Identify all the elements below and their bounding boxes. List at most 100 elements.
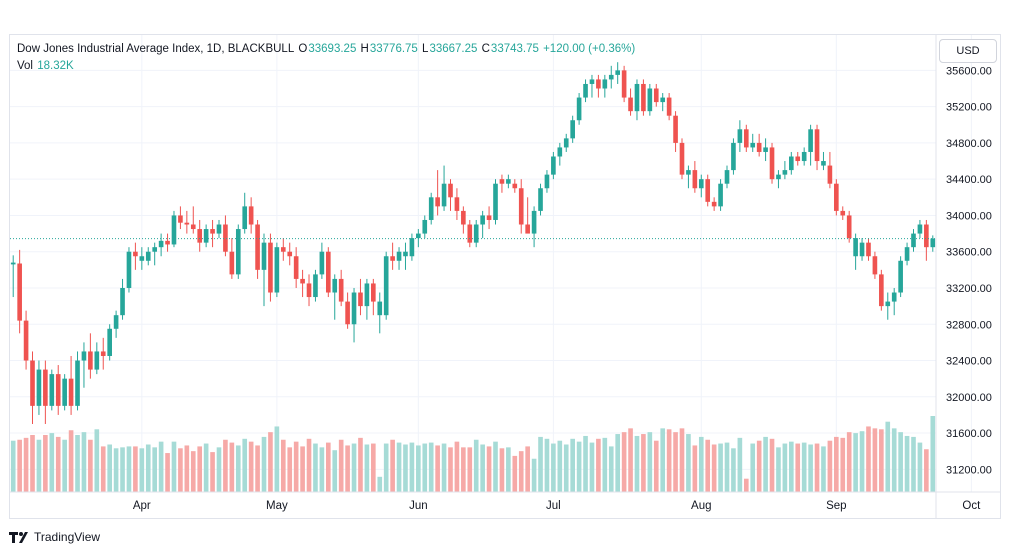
candle-body bbox=[506, 179, 511, 184]
price-axis: 31200.00 31600.00 32000.00 32400.00 32800.00… bbox=[10, 35, 1000, 518]
candle-body bbox=[300, 278, 305, 284]
symbol-title: Dow Jones Industrial Average Index, 1D, … bbox=[17, 43, 295, 55]
price-tick-label: 34800.00 bbox=[946, 138, 992, 150]
volume-bar bbox=[512, 455, 518, 492]
candle-body bbox=[814, 129, 820, 162]
volume-label: Vol bbox=[17, 60, 33, 72]
time-tick-label: Jul bbox=[546, 500, 561, 512]
volume-bar bbox=[525, 446, 530, 492]
candle-body bbox=[653, 88, 659, 103]
candle-body bbox=[538, 188, 543, 211]
time-tick-label: Aug bbox=[691, 500, 711, 512]
candle-body bbox=[647, 88, 653, 112]
time-tick-label: Sep bbox=[826, 500, 846, 512]
candle-body bbox=[223, 224, 228, 252]
volume-bar bbox=[280, 439, 286, 492]
candle-body bbox=[184, 222, 190, 225]
volume-bar bbox=[866, 426, 871, 492]
candle-body bbox=[589, 79, 595, 84]
candle-body bbox=[126, 251, 132, 288]
volume-bar bbox=[821, 446, 826, 492]
candle-body bbox=[859, 242, 865, 257]
brand-footer[interactable]: TradingView bbox=[9, 528, 100, 546]
volume-bar bbox=[499, 448, 505, 492]
volume-bar bbox=[255, 445, 260, 492]
volume-bar bbox=[743, 478, 749, 492]
price-tick-label: 35600.00 bbox=[946, 65, 992, 77]
volume-bar bbox=[570, 438, 575, 492]
candle-body bbox=[846, 215, 852, 239]
candle-body bbox=[499, 179, 505, 184]
candle-body bbox=[698, 179, 704, 189]
candle-body bbox=[666, 97, 672, 116]
candle-body bbox=[930, 238, 936, 248]
candle-body bbox=[345, 301, 350, 325]
candle-body bbox=[840, 210, 846, 216]
candle-body bbox=[827, 165, 833, 184]
volume-bar bbox=[769, 438, 775, 492]
candle-body bbox=[88, 351, 93, 370]
candle-body bbox=[763, 147, 768, 152]
volume-bar bbox=[846, 432, 852, 492]
volume-bar bbox=[782, 443, 788, 492]
open-label: O bbox=[298, 43, 308, 55]
volume-bar bbox=[10, 440, 16, 492]
candle-body bbox=[602, 79, 608, 89]
price-tick-label: 31200.00 bbox=[946, 464, 992, 476]
volume-bar bbox=[210, 452, 215, 492]
candle-body bbox=[10, 262, 16, 265]
candle-body bbox=[203, 229, 209, 243]
volume-bar bbox=[165, 453, 170, 492]
volume-bar bbox=[364, 444, 370, 492]
currency-button[interactable]: USD bbox=[939, 39, 997, 63]
candle-body bbox=[743, 129, 749, 148]
candle-body bbox=[467, 224, 473, 243]
volume-bar bbox=[113, 448, 119, 492]
volume-bar bbox=[383, 443, 389, 492]
volume-bar bbox=[551, 443, 556, 492]
candle-body bbox=[525, 224, 530, 234]
volume-bar bbox=[924, 449, 929, 492]
volume-bar bbox=[628, 428, 633, 492]
legend-row-volume: Vol 18.32K bbox=[17, 58, 636, 75]
candle-body bbox=[152, 247, 158, 252]
time-axis: Apr May Jun Jul Aug Sep Oct bbox=[133, 500, 981, 512]
volume-bar bbox=[274, 426, 280, 492]
candle-body bbox=[49, 374, 55, 406]
candle-body bbox=[178, 215, 183, 223]
candle-body bbox=[776, 174, 781, 180]
candle-body bbox=[808, 129, 813, 152]
candle-body bbox=[62, 378, 67, 406]
volume-bar bbox=[531, 458, 537, 492]
candle-body bbox=[274, 247, 280, 293]
volume-bar bbox=[88, 439, 93, 492]
candle-body bbox=[621, 70, 627, 98]
volume-bar bbox=[371, 443, 376, 492]
candle-body bbox=[416, 233, 421, 239]
volume-bar bbox=[930, 416, 936, 492]
volume-bar bbox=[17, 439, 22, 492]
volume-bar bbox=[152, 447, 158, 492]
candle-body bbox=[724, 170, 730, 184]
volume-bar bbox=[486, 446, 492, 492]
candle-body bbox=[731, 142, 736, 171]
candle-body bbox=[139, 256, 145, 261]
high-label: H bbox=[360, 43, 369, 55]
candle-body bbox=[255, 224, 260, 270]
open-value: 33693.25 bbox=[308, 43, 357, 55]
volume-bar bbox=[731, 448, 736, 492]
candle-body bbox=[248, 206, 254, 225]
volume-bar bbox=[358, 437, 363, 492]
candle-body bbox=[133, 251, 138, 257]
volume-bar bbox=[853, 433, 858, 492]
candle-body bbox=[165, 240, 170, 245]
volume-bar bbox=[248, 441, 254, 492]
candle-body bbox=[866, 242, 871, 257]
volume-bar bbox=[30, 435, 35, 492]
volume-bar bbox=[834, 436, 839, 492]
volume-bar bbox=[100, 446, 106, 492]
candle-body bbox=[834, 183, 839, 211]
candle-body bbox=[351, 292, 357, 325]
candle-body bbox=[634, 83, 640, 112]
